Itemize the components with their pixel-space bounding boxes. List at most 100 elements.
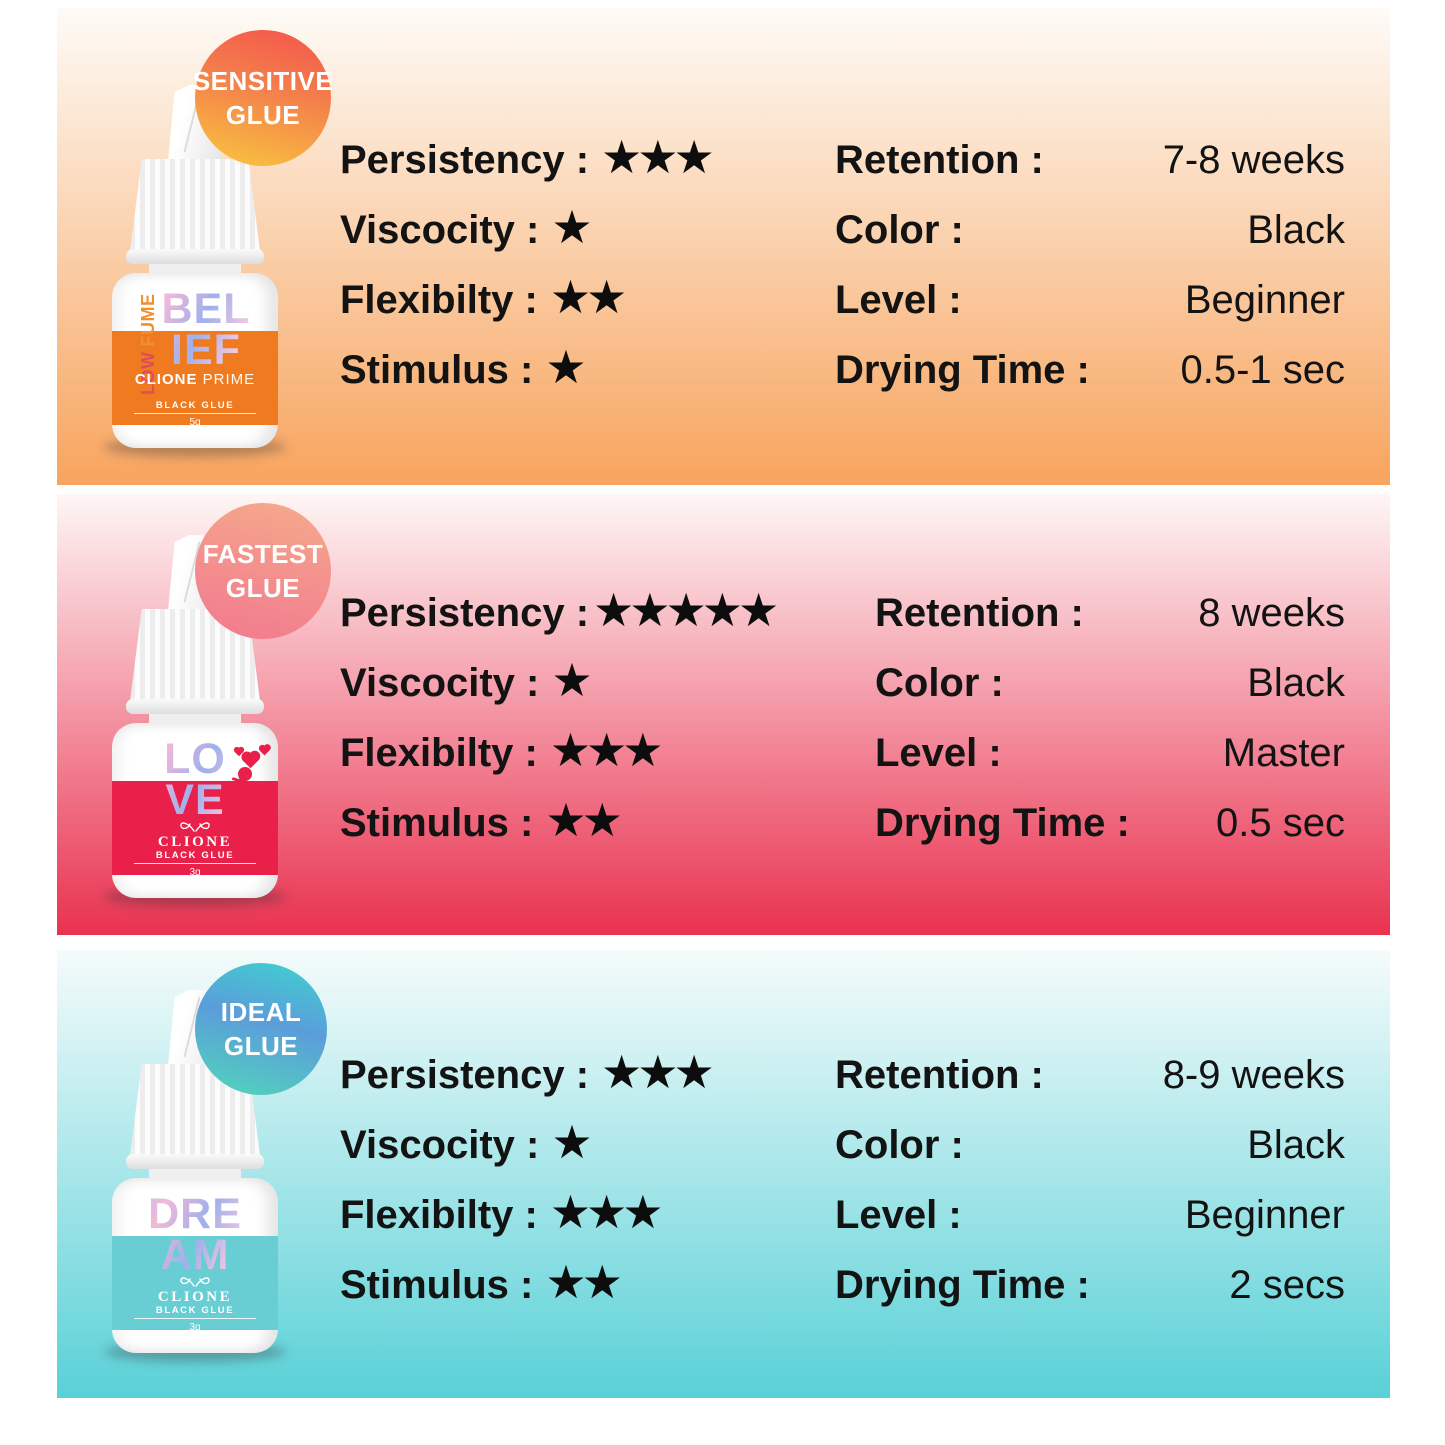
bottle-body: LO VE CLIONE BLACK GLUE 3g	[112, 723, 278, 898]
spec-row: Viscocity : ★	[340, 195, 840, 265]
panel-dream: IDEAL GLUE DRE AM CLIONE BLACK GLUE	[57, 950, 1390, 1398]
bottle-brand-name: BEL IEF	[112, 289, 278, 371]
spec-row: Level : Beginner	[835, 1180, 1345, 1250]
spec-label: Stimulus :	[340, 347, 534, 392]
bottle-label-divider	[134, 413, 256, 414]
bottle-weight: 5g	[189, 417, 201, 428]
spec-label: Persistency :	[340, 590, 590, 635]
star-rating: ★★★	[549, 1185, 664, 1239]
bottle-weight: 3g	[189, 1322, 201, 1333]
bottle-belief: LOWFUME BEL IEF CLIONE PRIME BLACK GLUE …	[104, 85, 286, 457]
bottle-weight: 3g	[189, 867, 201, 878]
spec-row: Color : Black	[835, 1110, 1345, 1180]
badge-fastest-glue: FASTEST GLUE	[195, 503, 331, 639]
spec-label: Retention :	[835, 1052, 1044, 1097]
spec-value: 0.5 sec	[1216, 800, 1345, 845]
spec-label: Stimulus :	[340, 800, 534, 845]
spec-row: Color : Black	[835, 195, 1345, 265]
spec-row: Stimulus : ★	[340, 335, 840, 405]
star-rating: ★★★	[601, 130, 715, 184]
panel-belief: SENSITIVE GLUE LOWFUME BEL IEF CLIONE	[57, 8, 1390, 485]
star-rating: ★★★	[549, 723, 664, 777]
spec-label: Color :	[835, 1122, 964, 1167]
spec-label: Level :	[835, 1192, 962, 1237]
maker-suffix: PRIME	[202, 371, 256, 388]
spec-column-values: Retention : 7-8 weeks Color : Black Level …	[835, 125, 1345, 405]
spec-row: Viscocity : ★	[340, 1110, 840, 1180]
spec-label: Drying Time :	[835, 1262, 1090, 1307]
spec-label: Level :	[835, 277, 962, 322]
bottle-body: LOWFUME BEL IEF CLIONE PRIME BLACK GLUE …	[112, 273, 278, 448]
bottle-maker: CLIONE	[157, 834, 233, 850]
spec-column-values: Retention : 8-9 weeks Color : Black Level …	[835, 1040, 1345, 1320]
bottle-glue-type: BLACK GLUE	[155, 850, 235, 861]
maker-name: CLIONE	[134, 371, 198, 388]
spec-label: Level :	[875, 730, 1002, 775]
spec-row: Persistency : ★★★	[340, 125, 840, 195]
spec-label: Persistency :	[340, 137, 590, 182]
badge-line2: GLUE	[225, 573, 301, 603]
badge-line1: FASTEST	[202, 539, 324, 569]
spec-row: Persistency : ★★★	[340, 1040, 840, 1110]
spec-label: Color :	[875, 660, 1004, 705]
spec-value: Beginner	[1184, 277, 1345, 322]
star-rating: ★★★★★	[593, 583, 779, 637]
brand-line2: AM	[160, 1231, 230, 1279]
spec-row: Retention : 8-9 weeks	[835, 1040, 1345, 1110]
badge-line1: IDEAL	[220, 997, 302, 1027]
bottle-maker: CLIONE	[157, 1289, 233, 1305]
spec-value: Black	[1247, 1122, 1345, 1167]
bottle-maker: CLIONE PRIME	[112, 371, 278, 388]
spec-row: Color : Black	[875, 648, 1345, 718]
spec-row: Retention : 7-8 weeks	[835, 125, 1345, 195]
bottle-neck	[149, 264, 241, 275]
brand-line2: IEF	[171, 326, 241, 374]
star-rating: ★	[551, 200, 592, 254]
spec-row: Level : Beginner	[835, 265, 1345, 335]
star-rating: ★★★	[601, 1045, 715, 1099]
panel-love: FASTEST GLUE LO VE CL	[57, 494, 1390, 935]
badge-ideal-glue: IDEAL GLUE	[195, 963, 327, 1095]
bottle-body: DRE AM CLIONE BLACK GLUE 3g	[112, 1178, 278, 1353]
spec-value: 2 secs	[1229, 1262, 1345, 1307]
star-rating: ★	[551, 653, 592, 707]
bottle-neck	[149, 1169, 241, 1180]
spec-value: Black	[1247, 207, 1345, 252]
spec-label: Flexibilty :	[340, 277, 538, 322]
spec-column-ratings: Persistency : ★★★ Viscocity : ★ Flexibilty…	[340, 1040, 840, 1320]
badge-line1: SENSITIVE	[192, 66, 334, 96]
clione-logo-icon	[112, 819, 278, 838]
spec-label: Retention :	[835, 137, 1044, 182]
spec-row: Stimulus : ★★	[340, 1250, 840, 1320]
spec-value: Black	[1247, 660, 1345, 705]
spec-row: Drying Time : 0.5-1 sec	[835, 335, 1345, 405]
spec-value: 0.5-1 sec	[1180, 347, 1345, 392]
spec-label: Drying Time :	[875, 800, 1130, 845]
spec-row: Persistency : ★★★★★	[340, 578, 840, 648]
bottle-cap-ring	[126, 1154, 264, 1169]
bottle-cap-ring	[126, 699, 264, 714]
star-rating: ★	[545, 340, 586, 394]
spec-row: Drying Time : 2 secs	[835, 1250, 1345, 1320]
spec-column-values: Retention : 8 weeks Color : Black Level : M…	[875, 578, 1345, 858]
brand-line2: VE	[165, 776, 225, 824]
spec-value: Beginner	[1184, 1192, 1345, 1237]
spec-label: Flexibilty :	[340, 730, 538, 775]
spec-label: Persistency :	[340, 1052, 590, 1097]
bottle-brand-name: DRE AM	[112, 1194, 278, 1276]
spec-row: Retention : 8 weeks	[875, 578, 1345, 648]
spec-row: Flexibilty : ★★★	[340, 1180, 840, 1250]
spec-value: 7-8 weeks	[1162, 137, 1345, 182]
bottle-label-band	[112, 781, 278, 875]
spec-label: Viscocity :	[340, 1122, 540, 1167]
bottle-label-divider	[134, 1318, 256, 1319]
brand-line1: BEL	[161, 285, 251, 333]
spec-label: Flexibilty :	[340, 1192, 538, 1237]
bottle-cap-ring	[126, 249, 264, 264]
bottle-glue-type: BLACK GLUE	[155, 1305, 235, 1316]
spec-value: Master	[1222, 730, 1345, 775]
spec-row: Viscocity : ★	[340, 648, 840, 718]
spec-row: Flexibilty : ★★	[340, 265, 840, 335]
spec-label: Drying Time :	[835, 347, 1090, 392]
